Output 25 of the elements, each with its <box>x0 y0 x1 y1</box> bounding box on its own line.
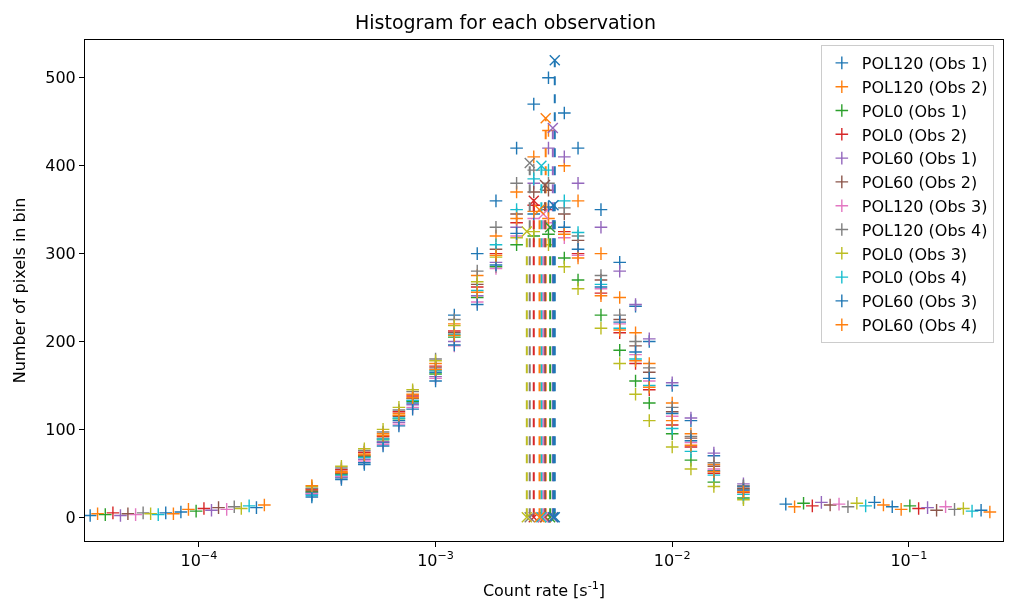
legend-label: POL60 (Obs 4) <box>861 315 978 335</box>
legend-label: POL0 (Obs 4) <box>861 268 968 288</box>
legend-label: POL120 (Obs 2) <box>861 77 988 97</box>
x-tick-label: 10$^{−4}$ <box>180 549 218 571</box>
legend-label: POL60 (Obs 3) <box>861 292 978 312</box>
y-axis-title: Number of pixels in bin <box>10 197 30 384</box>
legend-label: POL0 (Obs 2) <box>861 125 968 145</box>
legend-label: POL0 (Obs 1) <box>861 101 968 121</box>
legend-label: POL0 (Obs 3) <box>861 244 968 264</box>
y-tick-label: 100 <box>45 419 76 439</box>
y-tick-label: 0 <box>65 507 76 527</box>
y-tick-label: 200 <box>45 332 76 352</box>
legend-label: POL120 (Obs 4) <box>861 220 988 240</box>
legend-label: POL120 (Obs 3) <box>861 196 988 216</box>
y-tick-label: 400 <box>45 156 76 176</box>
legend-label: POL60 (Obs 2) <box>861 173 978 193</box>
x-axis-title: Count rate [s$^{-1}$] <box>482 579 606 600</box>
legend-label: POL120 (Obs 1) <box>861 54 988 74</box>
x-tick-label: 10$^{−1}$ <box>890 549 928 571</box>
y-tick-label: 300 <box>45 244 76 264</box>
y-tick-label: 500 <box>45 68 76 88</box>
x-tick-label: 10$^{−3}$ <box>417 549 454 571</box>
chart-title: Histogram for each observation <box>355 10 656 33</box>
legend-label: POL60 (Obs 1) <box>861 149 978 169</box>
x-tick-label: 10$^{−2}$ <box>653 549 691 571</box>
